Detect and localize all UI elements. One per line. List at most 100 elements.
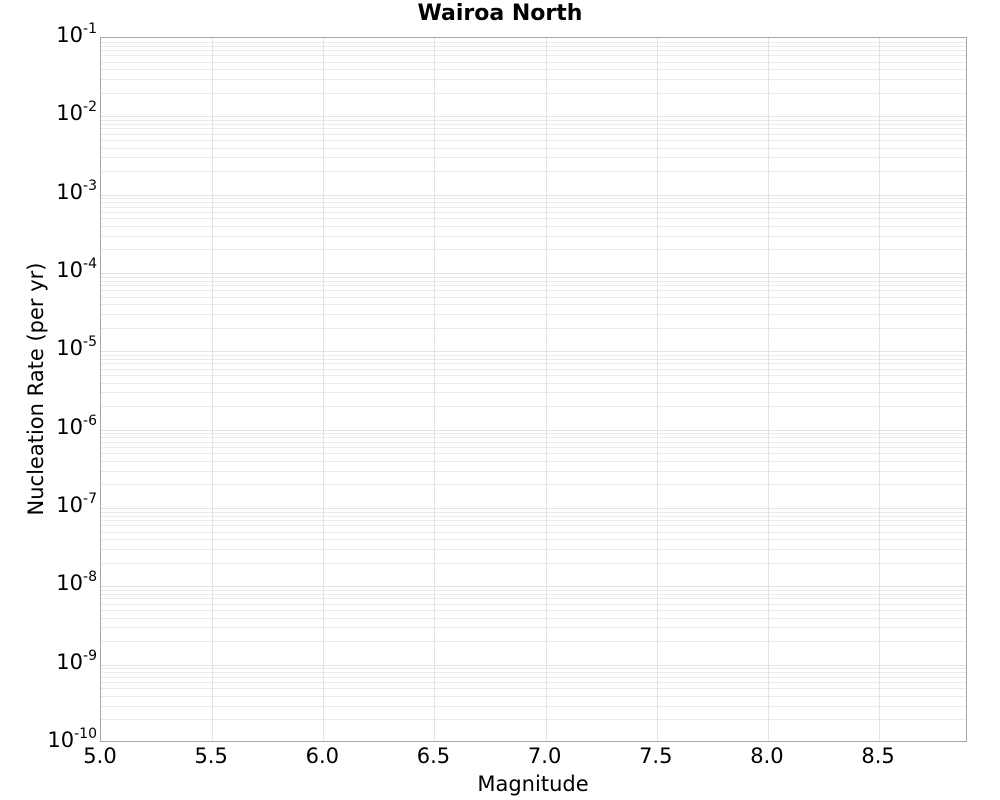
gridline-vertical-major [656, 38, 658, 741]
x-tick-label: 8.5 [861, 744, 895, 768]
gridline-horizontal-minor [101, 672, 966, 674]
gridline-horizontal-minor [101, 212, 966, 214]
gridline-horizontal-minor [101, 198, 966, 200]
gridline-horizontal-minor [101, 354, 966, 356]
gridline-horizontal-minor [101, 609, 966, 611]
gridline-horizontal-minor [101, 511, 966, 513]
y-tick-exponent: -10 [74, 726, 97, 742]
gridline-horizontal-minor [101, 290, 966, 292]
y-tick-base: 10 [56, 23, 84, 47]
gridline-horizontal-major [101, 664, 966, 666]
gridline-horizontal-minor [101, 676, 966, 678]
gridline-horizontal-minor [101, 235, 966, 237]
gridline-horizontal-major [101, 429, 966, 431]
gridline-horizontal-minor [101, 358, 966, 360]
gridline-horizontal-minor [101, 92, 966, 94]
gridline-horizontal-major [101, 351, 966, 353]
gridline-horizontal-minor [101, 392, 966, 394]
y-tick-exponent: -3 [83, 177, 97, 194]
gridline-horizontal-minor [101, 441, 966, 443]
gridline-horizontal-minor [101, 41, 966, 43]
gridline-horizontal-minor [101, 719, 966, 721]
y-tick-base: 10 [56, 571, 84, 596]
gridline-vertical-major [879, 38, 881, 741]
y-tick-label: 10-9 [0, 648, 97, 676]
gridline-horizontal-minor [101, 433, 966, 435]
y-tick-label: 10-10 [0, 726, 97, 754]
y-tick-exponent: -2 [83, 99, 97, 116]
gridline-horizontal-major [101, 586, 966, 588]
gridline-horizontal-minor [101, 470, 966, 472]
gridline-horizontal-minor [101, 78, 966, 80]
y-tick-exponent: -7 [83, 491, 97, 507]
gridline-horizontal-minor [101, 206, 966, 208]
gridline-horizontal-minor [101, 598, 966, 600]
y-tick-base: 10 [56, 336, 84, 361]
gridline-horizontal-minor [101, 520, 966, 522]
gridline-horizontal-minor [101, 171, 966, 173]
gridline-horizontal-major [101, 508, 966, 509]
gridline-horizontal-major [101, 273, 966, 274]
gridline-horizontal-minor [101, 705, 966, 707]
x-tick-label: 5.0 [83, 744, 117, 768]
y-tick-exponent: -6 [83, 412, 97, 429]
y-tick-base: 10 [56, 649, 84, 674]
x-tick-label: 6.0 [305, 744, 339, 768]
x-axis-label: Magnitude [477, 772, 589, 796]
gridline-horizontal-minor [101, 50, 966, 52]
gridline-vertical-major [767, 38, 769, 741]
gridline-horizontal-minor [101, 69, 966, 71]
gridline-horizontal-minor [101, 280, 966, 282]
y-tick-label: 10-6 [0, 413, 97, 441]
gridline-horizontal-minor [101, 562, 966, 564]
plot-area [100, 37, 967, 742]
gridline-horizontal-minor [101, 406, 966, 408]
gridline-horizontal-minor [101, 668, 966, 670]
gridline-vertical-major [434, 38, 436, 741]
gridline-horizontal-minor [101, 249, 966, 251]
y-tick-exponent: -4 [83, 256, 97, 272]
gridline-horizontal-minor [101, 437, 966, 439]
gridline-horizontal-minor [101, 61, 966, 63]
gridline-horizontal-minor [101, 276, 966, 278]
gridline-horizontal-minor [101, 296, 966, 298]
x-tick-label: 5.5 [194, 744, 228, 768]
gridline-horizontal-minor [101, 688, 966, 690]
gridline-horizontal-minor [101, 617, 966, 619]
gridline-horizontal-minor [101, 157, 966, 159]
y-tick-base: 10 [56, 493, 84, 517]
gridline-horizontal-minor [101, 218, 966, 220]
gridline-horizontal-minor [101, 484, 966, 486]
gridline-horizontal-minor [101, 460, 966, 462]
gridline-horizontal-minor [101, 447, 966, 449]
y-tick-label: 10-7 [0, 491, 97, 519]
gridline-horizontal-minor [101, 55, 966, 57]
gridline-horizontal-minor [101, 139, 966, 141]
gridline-horizontal-minor [101, 539, 966, 541]
gridline-horizontal-minor [101, 603, 966, 605]
gridline-horizontal-minor [101, 119, 966, 121]
y-tick-label: 10-5 [0, 334, 97, 362]
gridline-horizontal-minor [101, 515, 966, 517]
y-tick-label: 10-8 [0, 569, 97, 597]
gridline-horizontal-minor [101, 147, 966, 149]
y-tick-label: 10-3 [0, 178, 97, 206]
gridline-horizontal-minor [101, 123, 966, 125]
y-axis-label: Nucleation Rate (per yr) [24, 262, 48, 516]
gridline-horizontal-minor [101, 453, 966, 455]
y-tick-label: 10-2 [0, 99, 97, 127]
gridline-horizontal-minor [101, 525, 966, 527]
y-tick-base: 10 [56, 101, 84, 126]
y-tick-base: 10 [56, 258, 84, 282]
x-tick-label: 7.5 [639, 744, 673, 768]
gridline-vertical-major [212, 38, 214, 741]
gridline-horizontal-minor [101, 363, 966, 365]
y-tick-base: 10 [56, 179, 84, 204]
gridline-horizontal-minor [101, 128, 966, 130]
x-tick-label: 7.0 [527, 744, 562, 768]
y-tick-exponent: -5 [83, 334, 97, 351]
gridline-horizontal-minor [101, 313, 966, 315]
gridline-horizontal-major [101, 116, 966, 118]
gridline-horizontal-minor [101, 682, 966, 684]
